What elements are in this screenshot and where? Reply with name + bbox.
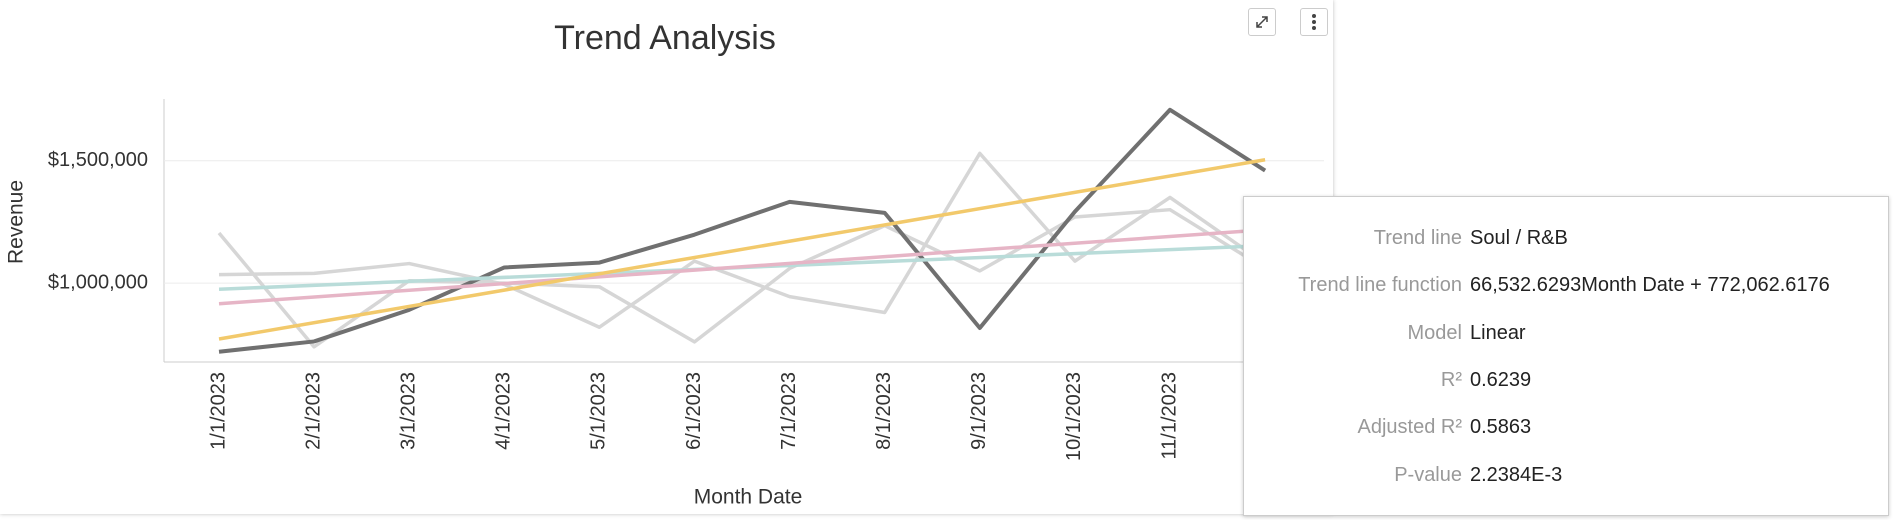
menu-icon (1312, 14, 1316, 30)
trend-line (218, 158, 1266, 341)
tooltip-row: Adjusted R² 0.5863 (1244, 416, 1888, 446)
expand-button[interactable] (1248, 8, 1276, 36)
x-tick-label: 8/1/2023 (873, 372, 895, 450)
tooltip-row: Model Linear (1244, 322, 1888, 352)
tooltip-row: Trend line Soul / R&B (1244, 227, 1888, 257)
tooltip-label: Adjusted R² (1357, 416, 1463, 439)
tooltip-value: Linear (1470, 321, 1526, 344)
x-tick-label: 9/1/2023 (968, 372, 990, 450)
chart-card (0, 0, 1333, 514)
x-tick-label: 10/1/2023 (1063, 372, 1085, 461)
tooltip-row: Trend line function 66,532.6293Month Date… (1244, 274, 1888, 304)
x-tick-label: 2/1/2023 (302, 372, 324, 450)
tooltip-value: 66,532.6293Month Date + 772,062.6176 (1470, 274, 1830, 297)
x-tick-label: 11/1/2023 (1158, 372, 1180, 460)
chart: Trend Analysis Month Date Revenue $1,000… (5, 19, 1324, 509)
tooltip-label: Trend line (1373, 227, 1462, 249)
tooltip-label: Trend line function (1298, 274, 1462, 297)
tooltip-label: R² (1440, 368, 1462, 391)
trend-line (218, 228, 1266, 306)
tooltip-value: Soul / R&B (1470, 227, 1568, 249)
x-tick-label: 7/1/2023 (778, 372, 800, 450)
tooltip-label: Model (1407, 321, 1462, 344)
y-axis-title: Revenue (5, 180, 28, 264)
x-tick-label: 6/1/2023 (683, 372, 705, 450)
menu-button[interactable] (1300, 8, 1328, 36)
series-line (218, 107, 1267, 354)
x-tick-label: 4/1/2023 (493, 372, 515, 450)
tooltip-label: P-value (1394, 463, 1462, 486)
x-tick-label: 1/1/2023 (207, 372, 229, 450)
series-line (218, 151, 1267, 329)
tooltip-value: 2.2384E-3 (1470, 463, 1563, 486)
tooltip-row: R² 0.6239 (1244, 369, 1888, 399)
y-tick-label: $1,000,000 (48, 271, 148, 293)
tooltip-row: P-value 2.2384E-3 (1244, 464, 1888, 494)
x-axis-title: Month Date (694, 486, 803, 509)
tooltip-value: 0.5863 (1470, 416, 1532, 439)
chart-title: Trend Analysis (554, 19, 776, 57)
tooltip-value: 0.6239 (1470, 368, 1532, 391)
tooltip: Trend line Soul / R&B Trend line function 6… (1243, 196, 1889, 516)
y-tick-label: $1,500,000 (48, 149, 148, 171)
expand-icon (1256, 16, 1268, 28)
x-tick-label: 3/1/2023 (397, 372, 419, 450)
x-tick-label: 5/1/2023 (588, 372, 610, 450)
